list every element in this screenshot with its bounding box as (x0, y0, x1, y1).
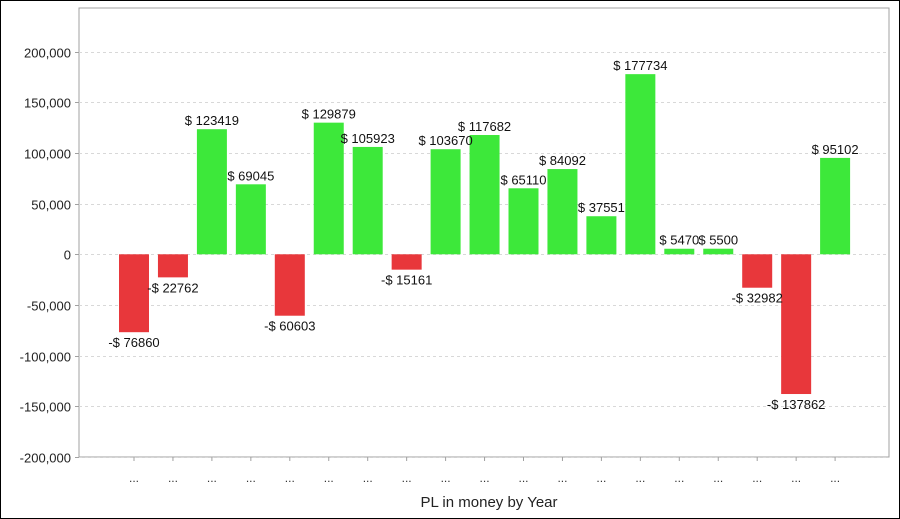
y-tick-label: 200,000 (24, 46, 71, 61)
data-label: $ 123419 (185, 113, 239, 128)
y-tick-label: 100,000 (24, 147, 71, 162)
x-tick-label: ... (207, 471, 217, 485)
x-tick-label: ... (713, 471, 723, 485)
data-label: $ 5500 (698, 233, 738, 248)
x-tick-label: ... (557, 471, 567, 485)
x-tick-label: ... (830, 471, 840, 485)
x-tick-label: ... (285, 471, 295, 485)
bars (119, 74, 851, 395)
bar (196, 129, 227, 255)
data-label: -$ 137862 (767, 397, 826, 412)
bar (469, 135, 500, 255)
x-tick-label: ... (363, 471, 373, 485)
bar (430, 149, 461, 255)
x-tick-label: ... (791, 471, 801, 485)
x-tick-label: ... (129, 471, 139, 485)
bar (235, 184, 266, 255)
data-label: $ 105923 (341, 131, 395, 146)
x-axis-title: PL in money by Year (420, 494, 557, 511)
data-label: -$ 22762 (147, 280, 198, 295)
x-tick-label: ... (518, 471, 528, 485)
bar (391, 254, 422, 270)
y-tick-label: -50,000 (27, 299, 71, 314)
bar (820, 157, 851, 255)
data-label: -$ 60603 (264, 319, 315, 334)
data-label: $ 84092 (539, 153, 586, 168)
y-tick-label: -150,000 (20, 400, 71, 415)
x-tick-label: ... (635, 471, 645, 485)
bar (352, 146, 383, 255)
x-tick-label: ... (402, 471, 412, 485)
data-label: $ 5470 (659, 233, 699, 248)
x-tick-label: ... (246, 471, 256, 485)
data-label: $ 117682 (458, 119, 511, 134)
bar (625, 74, 656, 255)
bar (664, 248, 695, 255)
x-tick-label: ... (168, 471, 178, 485)
bar (703, 248, 734, 255)
y-tick-label: -200,000 (20, 451, 71, 466)
data-label: $ 65110 (500, 172, 546, 187)
data-label: -$ 76860 (108, 335, 159, 350)
data-label: $ 69045 (227, 168, 274, 183)
bar (781, 254, 812, 395)
data-label: $ 37551 (578, 200, 625, 215)
x-tick-label: ... (752, 471, 762, 485)
y-tick-label: 50,000 (31, 198, 71, 213)
bar (586, 216, 617, 255)
bar (313, 122, 344, 255)
data-label: $ 177734 (613, 58, 667, 73)
data-label: $ 103670 (418, 133, 472, 148)
data-label: $ 129879 (302, 107, 356, 122)
bar (508, 188, 539, 255)
bar (742, 254, 773, 288)
bar (157, 254, 188, 278)
y-tick-label: -100,000 (20, 350, 71, 365)
x-tick-label: ... (324, 471, 334, 485)
axes: 200,000 150,000 100,000 50,000 0 -50,000 -100,… (20, 46, 840, 486)
data-label: -$ 15161 (381, 273, 432, 288)
y-tick-label: 0 (64, 248, 71, 263)
x-tick-label: ... (674, 471, 684, 485)
data-labels: -$ 76860 -$ 22762 $ 123419 $ 69045 -$ 60603 $… (108, 58, 858, 412)
x-tick-label: ... (480, 471, 490, 485)
x-tick-label: ... (596, 471, 606, 485)
data-label: $ 95102 (812, 142, 859, 157)
x-tick-label: ... (441, 471, 451, 485)
bar (547, 169, 578, 255)
data-label: -$ 32982 (732, 291, 783, 306)
y-tick-label: 150,000 (24, 96, 71, 111)
bar (119, 254, 149, 333)
bar (274, 254, 305, 316)
